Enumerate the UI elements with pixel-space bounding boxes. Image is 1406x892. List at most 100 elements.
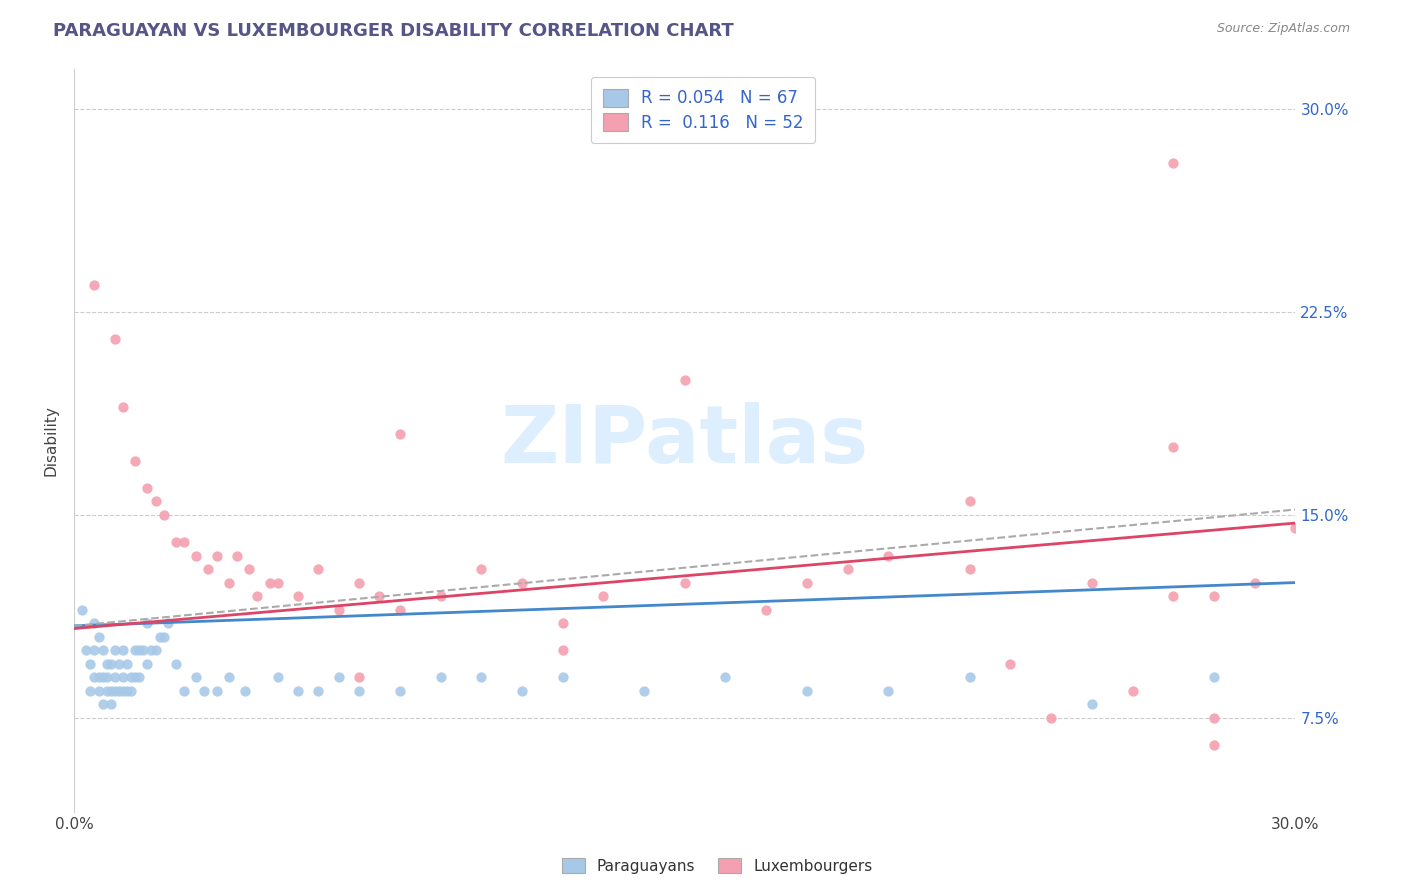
Point xyxy=(1000,657,1022,671)
Point xyxy=(1081,575,1104,590)
Point xyxy=(877,683,900,698)
Point xyxy=(266,575,288,590)
Point xyxy=(796,683,818,698)
Point xyxy=(173,683,195,698)
Point xyxy=(111,670,134,684)
Point xyxy=(1081,698,1104,712)
Point xyxy=(246,589,269,603)
Point xyxy=(156,616,179,631)
Point xyxy=(673,575,696,590)
Point xyxy=(91,643,114,657)
Text: PARAGUAYAN VS LUXEMBOURGER DISABILITY CORRELATION CHART: PARAGUAYAN VS LUXEMBOURGER DISABILITY CO… xyxy=(53,22,734,40)
Point xyxy=(87,670,110,684)
Point xyxy=(347,683,370,698)
Point xyxy=(837,562,859,576)
Point xyxy=(100,698,122,712)
Point xyxy=(104,332,127,346)
Point xyxy=(145,643,167,657)
Point xyxy=(96,683,118,698)
Point xyxy=(1163,156,1185,170)
Point xyxy=(755,602,778,616)
Point xyxy=(347,670,370,684)
Point xyxy=(111,643,134,657)
Legend: R = 0.054   N = 67, R =  0.116   N = 52: R = 0.054 N = 67, R = 0.116 N = 52 xyxy=(591,77,815,144)
Point xyxy=(173,535,195,549)
Point xyxy=(83,277,105,292)
Point xyxy=(165,657,187,671)
Point xyxy=(1202,670,1225,684)
Point xyxy=(218,575,240,590)
Point xyxy=(91,698,114,712)
Point xyxy=(115,657,138,671)
Point xyxy=(136,481,159,495)
Point xyxy=(388,426,411,441)
Point xyxy=(233,683,256,698)
Point xyxy=(87,683,110,698)
Point xyxy=(673,373,696,387)
Point xyxy=(287,589,309,603)
Point xyxy=(388,683,411,698)
Point xyxy=(796,575,818,590)
Point xyxy=(128,643,150,657)
Point xyxy=(429,670,451,684)
Point xyxy=(152,630,174,644)
Point xyxy=(307,562,329,576)
Point xyxy=(226,549,249,563)
Point xyxy=(551,616,574,631)
Point xyxy=(83,643,105,657)
Point xyxy=(218,670,240,684)
Point xyxy=(429,589,451,603)
Point xyxy=(124,643,146,657)
Point xyxy=(83,616,105,631)
Point xyxy=(877,549,900,563)
Point xyxy=(328,602,350,616)
Point xyxy=(193,683,215,698)
Point xyxy=(1163,589,1185,603)
Point xyxy=(124,670,146,684)
Point xyxy=(96,657,118,671)
Point xyxy=(959,494,981,508)
Point xyxy=(79,683,101,698)
Point xyxy=(959,562,981,576)
Text: ZIPatlas: ZIPatlas xyxy=(501,401,869,480)
Legend: Paraguayans, Luxembourgers: Paraguayans, Luxembourgers xyxy=(555,852,879,880)
Point xyxy=(186,549,208,563)
Point xyxy=(100,683,122,698)
Point xyxy=(120,683,142,698)
Point xyxy=(115,683,138,698)
Point xyxy=(136,616,159,631)
Point xyxy=(1040,711,1063,725)
Point xyxy=(165,535,187,549)
Point xyxy=(1163,440,1185,454)
Point xyxy=(152,508,174,522)
Point xyxy=(714,670,737,684)
Point xyxy=(104,683,127,698)
Point xyxy=(149,630,172,644)
Point xyxy=(1202,589,1225,603)
Point xyxy=(287,683,309,698)
Point xyxy=(205,683,228,698)
Point xyxy=(259,575,281,590)
Point xyxy=(79,657,101,671)
Point xyxy=(104,643,127,657)
Point xyxy=(551,670,574,684)
Point xyxy=(307,683,329,698)
Point xyxy=(136,657,159,671)
Point xyxy=(145,494,167,508)
Point xyxy=(1202,711,1225,725)
Point xyxy=(238,562,260,576)
Point xyxy=(328,670,350,684)
Point xyxy=(633,683,655,698)
Point xyxy=(592,589,614,603)
Point xyxy=(388,602,411,616)
Point xyxy=(1202,738,1225,752)
Point xyxy=(108,683,131,698)
Point xyxy=(510,683,533,698)
Point xyxy=(83,670,105,684)
Point xyxy=(111,400,134,414)
Point xyxy=(510,575,533,590)
Point xyxy=(1243,575,1265,590)
Point xyxy=(70,602,93,616)
Point xyxy=(470,562,492,576)
Point xyxy=(108,657,131,671)
